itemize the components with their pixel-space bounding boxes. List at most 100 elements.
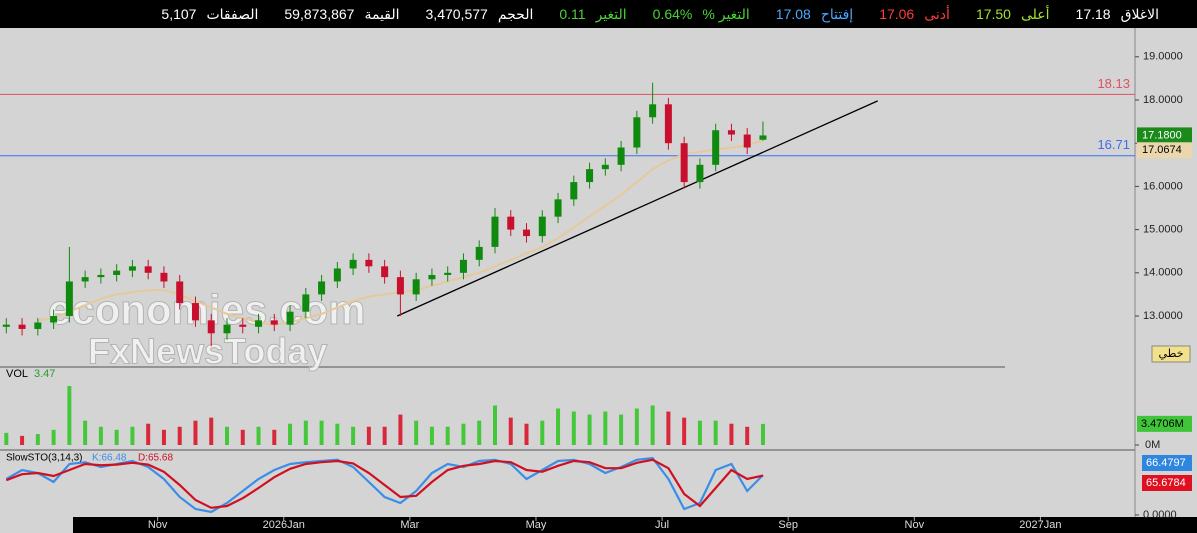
candle-body [475,246,483,260]
y-tick-label: 0.0000 [1143,509,1177,521]
x-tick-label: Nov [148,519,168,531]
candle-body [743,134,751,148]
volume-bar [697,420,702,445]
y-tick-label: 18.0000 [1143,94,1183,106]
volume-bar [650,405,655,445]
volume-bar [351,426,356,445]
candle-body [128,266,136,271]
quote-field: إفتتاح 17.08 [776,6,853,23]
chart-type-button[interactable] [1151,345,1191,363]
ma-box [1137,142,1192,159]
volume-bar [682,417,687,445]
candle-body [113,270,121,275]
candle-body [696,164,704,183]
candle-body [664,104,672,144]
volume-bar [288,423,293,445]
candle-body [223,324,231,334]
volume-bar [477,420,482,445]
quote-label: الحجم [497,5,534,22]
candle-body [50,316,58,323]
quote-label: إفتتاح [820,5,854,22]
chart-type-button-label[interactable]: خطي [1159,348,1184,360]
quote-field: القيمة 59,873,867 [284,6,399,23]
y-tick-label: 13.0000 [1143,310,1183,322]
volume-bar [524,423,529,445]
volume-bar [729,423,734,445]
volume-bar [146,423,151,445]
volume-bar [508,417,513,445]
candle-body [396,277,404,295]
volume-bar [461,423,466,445]
candle-body [160,272,168,282]
volume-bar [98,426,103,445]
candle-body [491,216,499,247]
stoch-box-label: 66.4797 [1146,457,1186,469]
candle-body [680,143,688,183]
volume-bar [713,420,718,445]
candle-body [523,229,531,237]
quote-value: 17.08 [775,5,811,22]
candle-body [712,130,720,165]
volume-bar [745,426,750,445]
candle-body [18,324,26,329]
level-label: 18.13 [1097,76,1130,91]
panel-title: SlowSTO(3,14,3) [6,453,83,464]
volume-bar [83,420,88,445]
volume-box [1137,415,1192,432]
candle-body [381,266,389,278]
candle-body [239,324,247,327]
volume-bar [366,426,371,445]
panel-title: VOL [6,368,28,380]
quote-field: التغير % 0.64% [653,6,750,23]
volume-bar [414,420,419,445]
candle-body [270,320,278,325]
candle-body [349,259,357,269]
candle-body [554,199,562,217]
x-axis-bar [73,517,1197,533]
volume-bar [114,429,119,445]
quote-field: أدنى 17.06 [879,6,950,23]
stoch-label: K:66.48 [92,453,127,464]
candle-body [428,274,436,280]
watermark: economies.com [48,286,365,333]
candle-body [207,320,215,334]
x-tick-label: 2026Jan [263,519,305,531]
y-tick-label: 16.0000 [1143,180,1183,192]
y-tick-label: 15.0000 [1143,224,1183,236]
chart: 13.000014.000015.000016.000017.000018.00… [0,28,1197,533]
candle-body [144,266,152,273]
trendline [396,100,878,317]
quote-value: 59,873,867 [284,5,355,22]
stoch-line [5,458,764,509]
stoch-box [1142,475,1192,491]
candle-body [633,117,641,148]
stoch-line [5,456,764,514]
quote-value: 17.18 [1075,5,1111,22]
candle-body [538,216,546,237]
panel-value: 3.47 [34,368,55,380]
candle-body [176,281,184,304]
ma-box-label: 17.0674 [1142,144,1182,156]
quote-value: 5,107 [161,5,197,22]
price-box [1137,127,1192,144]
volume-bar [382,426,387,445]
volume-bar [666,411,671,445]
quote-value: 3,470,577 [425,5,488,22]
candle-body [459,259,467,273]
volume-bar [760,423,765,445]
candle-body [727,130,735,135]
candle-body [255,320,263,327]
quote-bar: الاغلاق 17.18 أعلى 17.50 أدنى 17.06 إفتتاح 17.0… [0,0,1197,28]
volume-bar [619,414,624,445]
volume-bar [445,426,450,445]
candle-body [507,216,515,230]
volume-bar [429,426,434,445]
volume-bar [20,435,25,445]
candle-body [333,268,341,282]
candle-body [759,135,767,140]
volume-bar [225,426,229,445]
quote-field: الصفقات 5,107 [161,6,258,23]
volume-bar [130,426,135,445]
candle-body [617,147,625,165]
volume-bar [319,420,324,445]
